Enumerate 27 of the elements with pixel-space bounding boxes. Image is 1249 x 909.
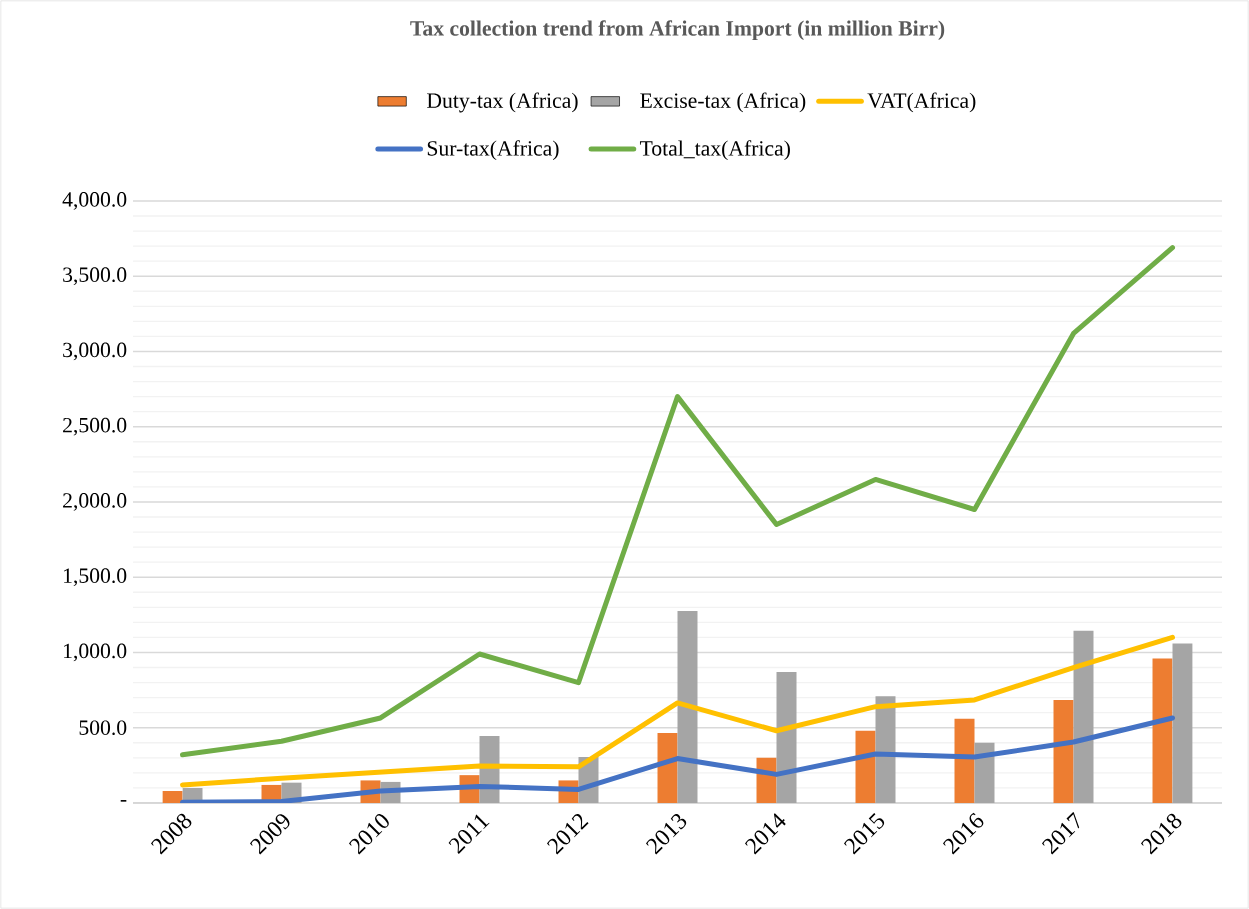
y-tick-label: 2,500.0 — [63, 417, 127, 436]
bar — [1073, 630, 1094, 803]
chart-title: Tax collection trend from African Import (in million Birr) — [410, 20, 945, 41]
legend-label: Total_tax(Africa) — [639, 140, 790, 161]
legend-label: Sur-tax(Africa) — [427, 140, 559, 161]
bar — [677, 611, 698, 803]
bar — [974, 742, 995, 803]
legend-label: VAT(Africa) — [867, 92, 976, 113]
legend-label: Duty-tax (Africa) — [427, 92, 578, 113]
legend-label: Excise-tax (Africa) — [640, 92, 806, 113]
bar — [875, 696, 896, 803]
y-tick-label: 3,500.0 — [63, 267, 127, 286]
bar — [657, 733, 678, 803]
bar — [1172, 643, 1193, 803]
y-tick-label: 4,000.0 — [62, 192, 127, 210]
y-tick-label: 1,000.0 — [64, 643, 127, 662]
bar — [776, 672, 797, 803]
bar — [954, 718, 975, 803]
y-tick-label: 2,000.0 — [63, 493, 127, 511]
y-tick-label: 1,500.0 — [64, 568, 127, 587]
bar — [162, 790, 183, 803]
y-tick-label: 500.0 — [79, 720, 127, 736]
y-tick-label: - — [120, 800, 127, 802]
bar — [855, 730, 876, 803]
y-tick-label: 3,000.0 — [63, 342, 127, 361]
bar — [1152, 658, 1173, 803]
bar — [1053, 699, 1074, 803]
